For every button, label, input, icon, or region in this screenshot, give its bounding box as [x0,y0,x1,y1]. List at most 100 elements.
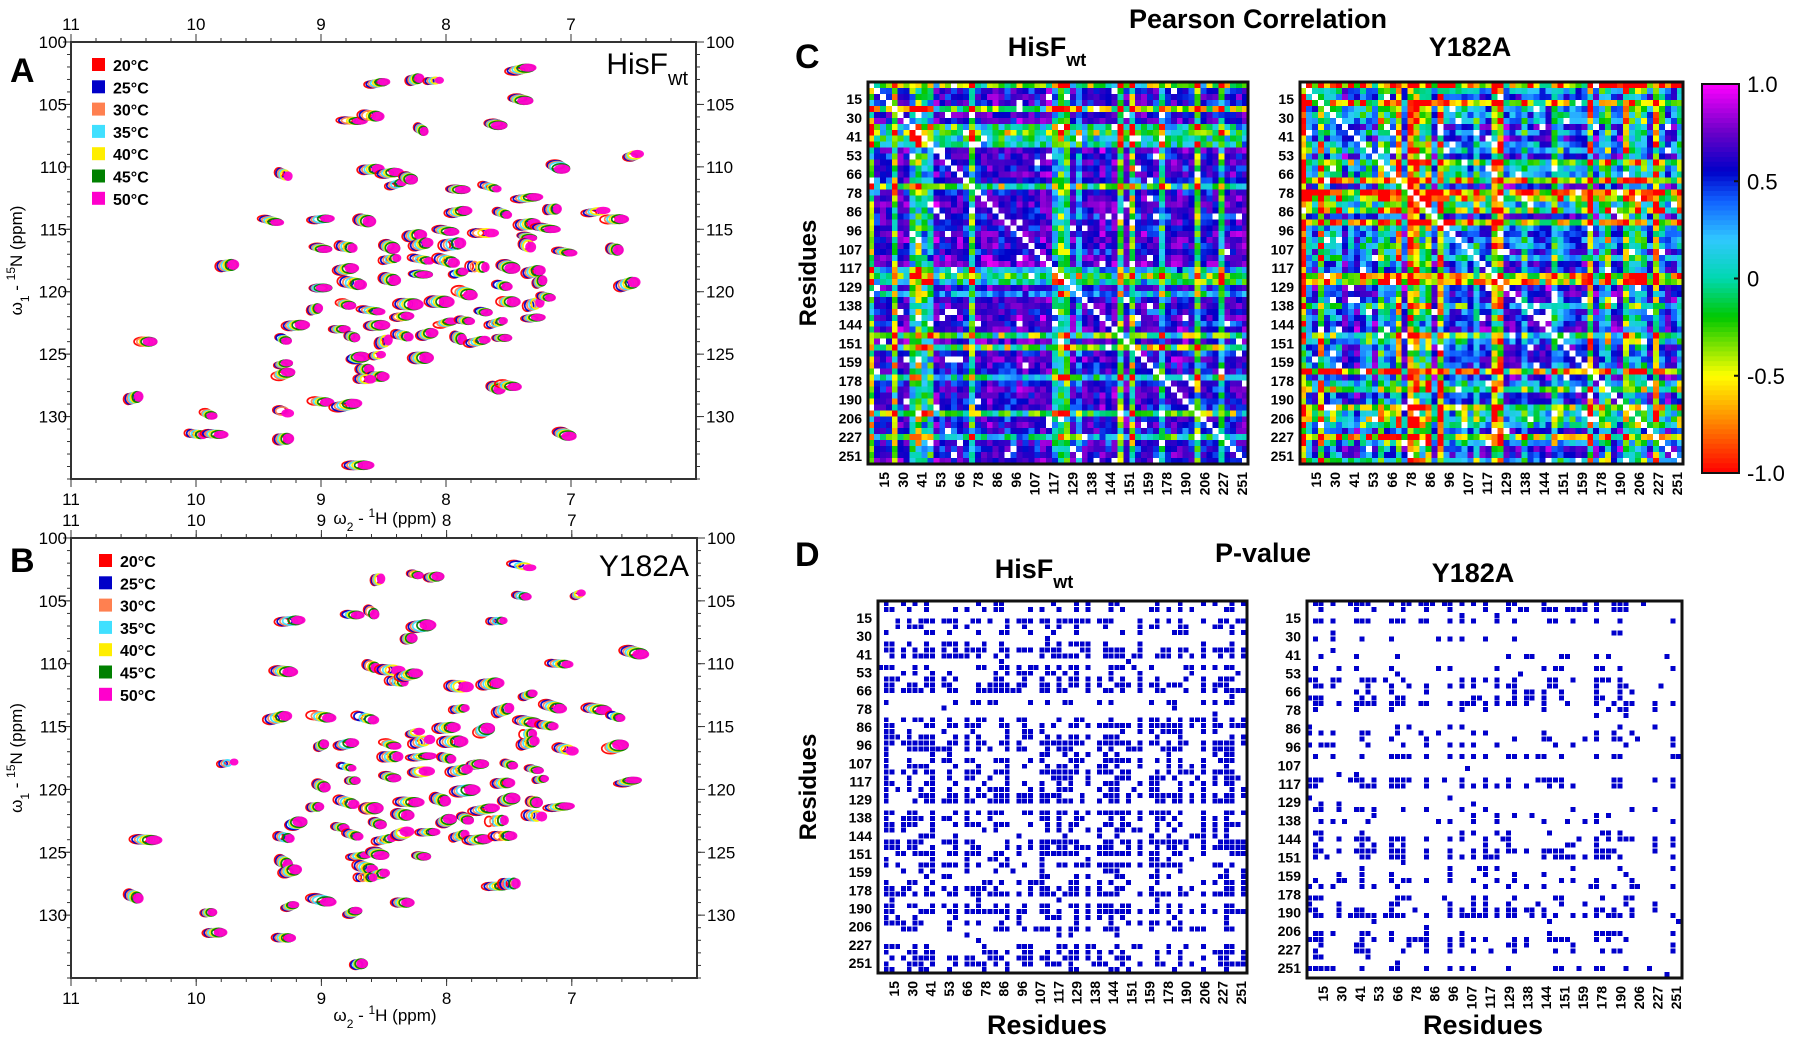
peak [333,240,358,253]
heatmap-cell [1194,314,1201,322]
peak [273,615,306,627]
heatmap-cell [885,153,893,160]
heatmap-cell [1206,302,1213,310]
heatmap-cell [1194,93,1201,101]
heatmap-cell [921,195,928,202]
heatmap-cell [909,111,916,119]
heatmap-cell [1069,326,1077,333]
heatmap-cell [1081,171,1088,178]
heatmap-cell [1028,350,1035,357]
heatmap-cell [1058,231,1065,238]
heatmap-cell [1218,296,1225,304]
heatmap-cell [1040,267,1047,274]
peak [369,573,386,587]
heatmap-cell [1218,267,1225,274]
heatmap-cell [998,123,1005,131]
heatmap-cell [1170,171,1178,178]
heatmap-cell [1099,99,1106,107]
heatmap-cell [1075,111,1083,119]
heatmap-cell [992,87,999,95]
heatmap-cell [1147,189,1154,196]
heatmap-cell [891,302,898,310]
heatmap-cell [1069,129,1077,137]
heatmap-cell [1022,261,1029,268]
heatmap-cell [933,255,940,262]
peak-contour-50c [373,851,390,861]
heatmap-cell [1123,111,1130,119]
heatmap-cell [1081,219,1088,226]
heatmap-cell [939,314,946,322]
heatmap-cell [986,213,993,220]
heatmap-cell [1099,326,1106,333]
legend-swatch [92,169,105,183]
peak [336,275,368,291]
heatmap-cell [986,135,993,142]
heatmap-cell [1158,350,1166,357]
heatmap-cell [897,195,904,202]
heatmap-cell [1194,278,1201,286]
heatmap-cell [1004,255,1011,262]
heatmap-cell [1218,290,1225,298]
heatmap-cell [909,290,916,298]
heatmap-cell [915,332,922,339]
heatmap-cell [986,105,993,113]
heatmap-cell [939,165,946,172]
heatmap-cell [1087,326,1094,333]
heatmap-cell [1147,105,1154,113]
heatmap-cell [1004,171,1011,178]
heatmap-cell [885,87,893,95]
heatmap-cell [1200,171,1207,178]
heatmap-cell [1022,99,1029,107]
heatmap-cell [980,261,988,268]
heatmap-cell [1117,207,1124,214]
heatmap-cell [1081,267,1088,274]
heatmap-cell [1230,237,1237,244]
heatmap-cell [927,111,934,119]
heatmap-cell [951,320,958,328]
heatmap-cell [1087,159,1094,166]
heatmap-cell [1224,159,1231,166]
peak-contour-50c [291,615,306,625]
heatmap-cell [1176,255,1183,262]
heatmap-cell [1176,123,1183,131]
heatmap-cell [1063,117,1071,125]
heatmap-cell [1117,183,1124,190]
peak-contour-50c [322,713,337,723]
heatmap-cell [1105,344,1112,351]
heatmap-cell [1075,153,1083,160]
peak [352,213,377,228]
heatmap-cell [968,117,976,125]
heatmap-cell [992,249,999,256]
heatmap-cell [1058,207,1065,214]
heatmap-cell [1063,243,1071,250]
peak [256,214,285,227]
heatmap-cell [939,219,946,226]
heatmap-cell [1170,201,1178,208]
heatmap-cell [1016,171,1023,178]
heatmap-cell [1063,135,1071,142]
heatmap-cell [1081,99,1088,107]
heatmap-cell [1004,231,1011,238]
heatmap-cell [992,141,999,148]
heatmap-cell [1129,183,1136,190]
heatmap-cell [1129,129,1136,137]
heatmap-cell [1081,87,1088,95]
heatmap-cell [957,225,964,232]
heatmap-cell [1063,278,1071,286]
heatmap-cell [957,350,964,357]
heatmap-cell [986,255,993,262]
heatmap-cell [957,344,964,351]
heatmap-cell [1176,165,1183,172]
heatmap-cell [998,195,1005,202]
heatmap-cell [1075,237,1083,244]
heatmap-cell [903,153,910,160]
heatmap-cell [1117,302,1124,310]
heatmap-cell [1236,278,1243,286]
heatmap-cell [1040,326,1047,333]
heatmap-cell [1099,123,1106,131]
heatmap-cell [1081,344,1088,351]
heatmap-cell [885,219,893,226]
heatmap-cell [1182,135,1189,142]
heatmap-cell [1069,296,1077,304]
heatmap-cell [921,326,928,333]
